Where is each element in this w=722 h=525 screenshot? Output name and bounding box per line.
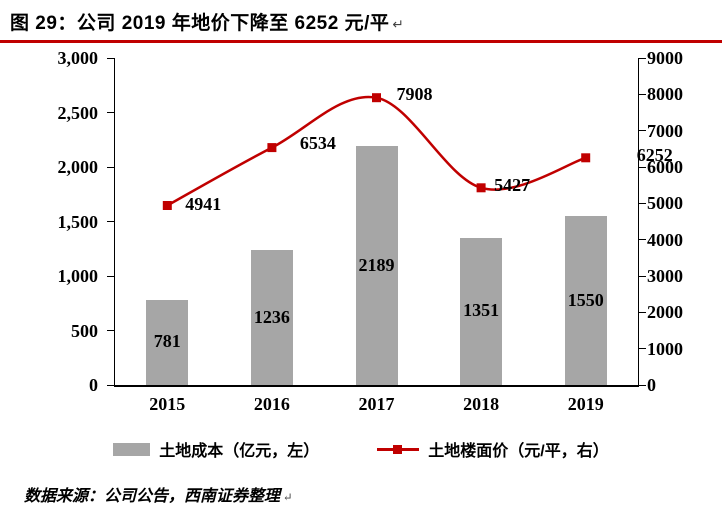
y-axis-tick-right — [639, 239, 646, 241]
return-mark-icon: ↵ — [283, 492, 293, 504]
line-value-label: 7908 — [396, 83, 433, 104]
y-axis-tick-label-right: 5000 — [647, 193, 683, 214]
y-axis-line-right — [638, 58, 639, 386]
y-axis-tick-right — [639, 166, 646, 168]
legend-item-line: 土地楼面价（元/平，右） — [377, 437, 609, 461]
bar-value-label: 781 — [153, 331, 181, 352]
y-axis-tick-left — [107, 221, 114, 222]
y-axis-tick-label-right: 6000 — [647, 157, 683, 177]
bar-value-label: 1236 — [253, 306, 290, 327]
y-axis-tick-right — [639, 348, 646, 350]
y-axis-tick-right — [639, 130, 646, 132]
y-axis-tick-label-right: 3000 — [647, 266, 683, 286]
y-axis-tick-right — [639, 275, 646, 277]
line-swatch-marker-icon — [393, 444, 403, 454]
y-axis-tick-label-right: 0 — [647, 375, 656, 395]
line-value-label: 4941 — [185, 194, 222, 215]
y-axis-tick-left — [107, 57, 114, 59]
y-axis-tick-label-left: 3,000 — [57, 48, 99, 68]
y-axis-tick-label-left: 2,000 — [57, 157, 99, 177]
y-axis-tick-left — [107, 166, 114, 168]
y-axis-tick-label-right: 2000 — [647, 302, 683, 323]
y-axis-tick-label-right: 4000 — [647, 229, 683, 250]
return-mark-icon: ↵ — [392, 17, 405, 32]
x-axis-tick-label: 2019 — [567, 394, 604, 414]
y-axis-tick-right — [639, 57, 646, 59]
bar — [460, 237, 503, 385]
y-axis-tick-left — [107, 112, 114, 113]
y-axis-tick-left — [107, 330, 114, 331]
bar-series-swatch — [113, 442, 151, 456]
x-axis-line — [114, 385, 639, 387]
bar-value-label: 1550 — [567, 289, 604, 310]
y-axis-tick-right — [639, 93, 646, 95]
y-axis-line-left — [114, 58, 115, 386]
y-axis-tick-left — [107, 275, 114, 277]
chart-title-text: 图 29：公司 2019 年地价下降至 6252 元/平 — [10, 13, 390, 34]
y-axis-tick-right — [639, 384, 646, 386]
y-axis-tick-label-left: 1,000 — [57, 266, 99, 286]
line-value-label: 6252 — [636, 144, 673, 165]
y-axis-tick-label-right: 9000 — [647, 48, 683, 68]
x-axis-tick-label: 2015 — [149, 394, 186, 414]
line-value-label: 5427 — [494, 174, 531, 195]
bar — [564, 216, 607, 385]
y-axis-tick-left — [107, 384, 114, 386]
source-note: 数据来源：公司公告，西南证券整理 ↵ — [24, 482, 293, 506]
y-axis-tick-label-left: 0 — [89, 375, 98, 395]
legend-label-line: 土地楼面价（元/平，右） — [428, 443, 609, 460]
x-axis-tick-label: 2016 — [253, 394, 290, 414]
y-axis-tick-right — [639, 202, 646, 204]
x-axis-tick-label: 2018 — [463, 394, 500, 414]
legend-label-bar: 土地成本（亿元，左） — [159, 443, 320, 460]
y-axis-tick-label-right: 7000 — [647, 120, 683, 141]
x-axis-tick-label: 2017 — [358, 394, 395, 414]
source-text: 数据来源：公司公告，西南证券整理 — [24, 488, 281, 505]
bar-value-label: 1351 — [463, 300, 500, 321]
line-value-label: 6534 — [299, 132, 336, 153]
y-axis-tick-right — [639, 311, 646, 313]
y-axis-tick-label-left: 2,500 — [57, 102, 99, 123]
y-axis-tick-label-right: 1000 — [647, 338, 683, 359]
chart-legend: 土地成本（亿元，左） 土地楼面价（元/平，右） — [0, 437, 722, 461]
legend-item-bar: 土地成本（亿元，左） — [113, 437, 319, 461]
bar — [146, 299, 189, 385]
chart-title: 图 29：公司 2019 年地价下降至 6252 元/平 ↵ — [10, 8, 404, 35]
bar — [250, 250, 293, 385]
y-axis-tick-label-left: 1,500 — [57, 211, 99, 232]
bar-value-label: 2189 — [358, 254, 395, 275]
y-axis-tick-label-left: 500 — [71, 320, 98, 341]
y-axis-tick-label-right: 8000 — [647, 84, 683, 105]
title-rule — [0, 40, 722, 43]
line-series-swatch — [377, 443, 420, 456]
